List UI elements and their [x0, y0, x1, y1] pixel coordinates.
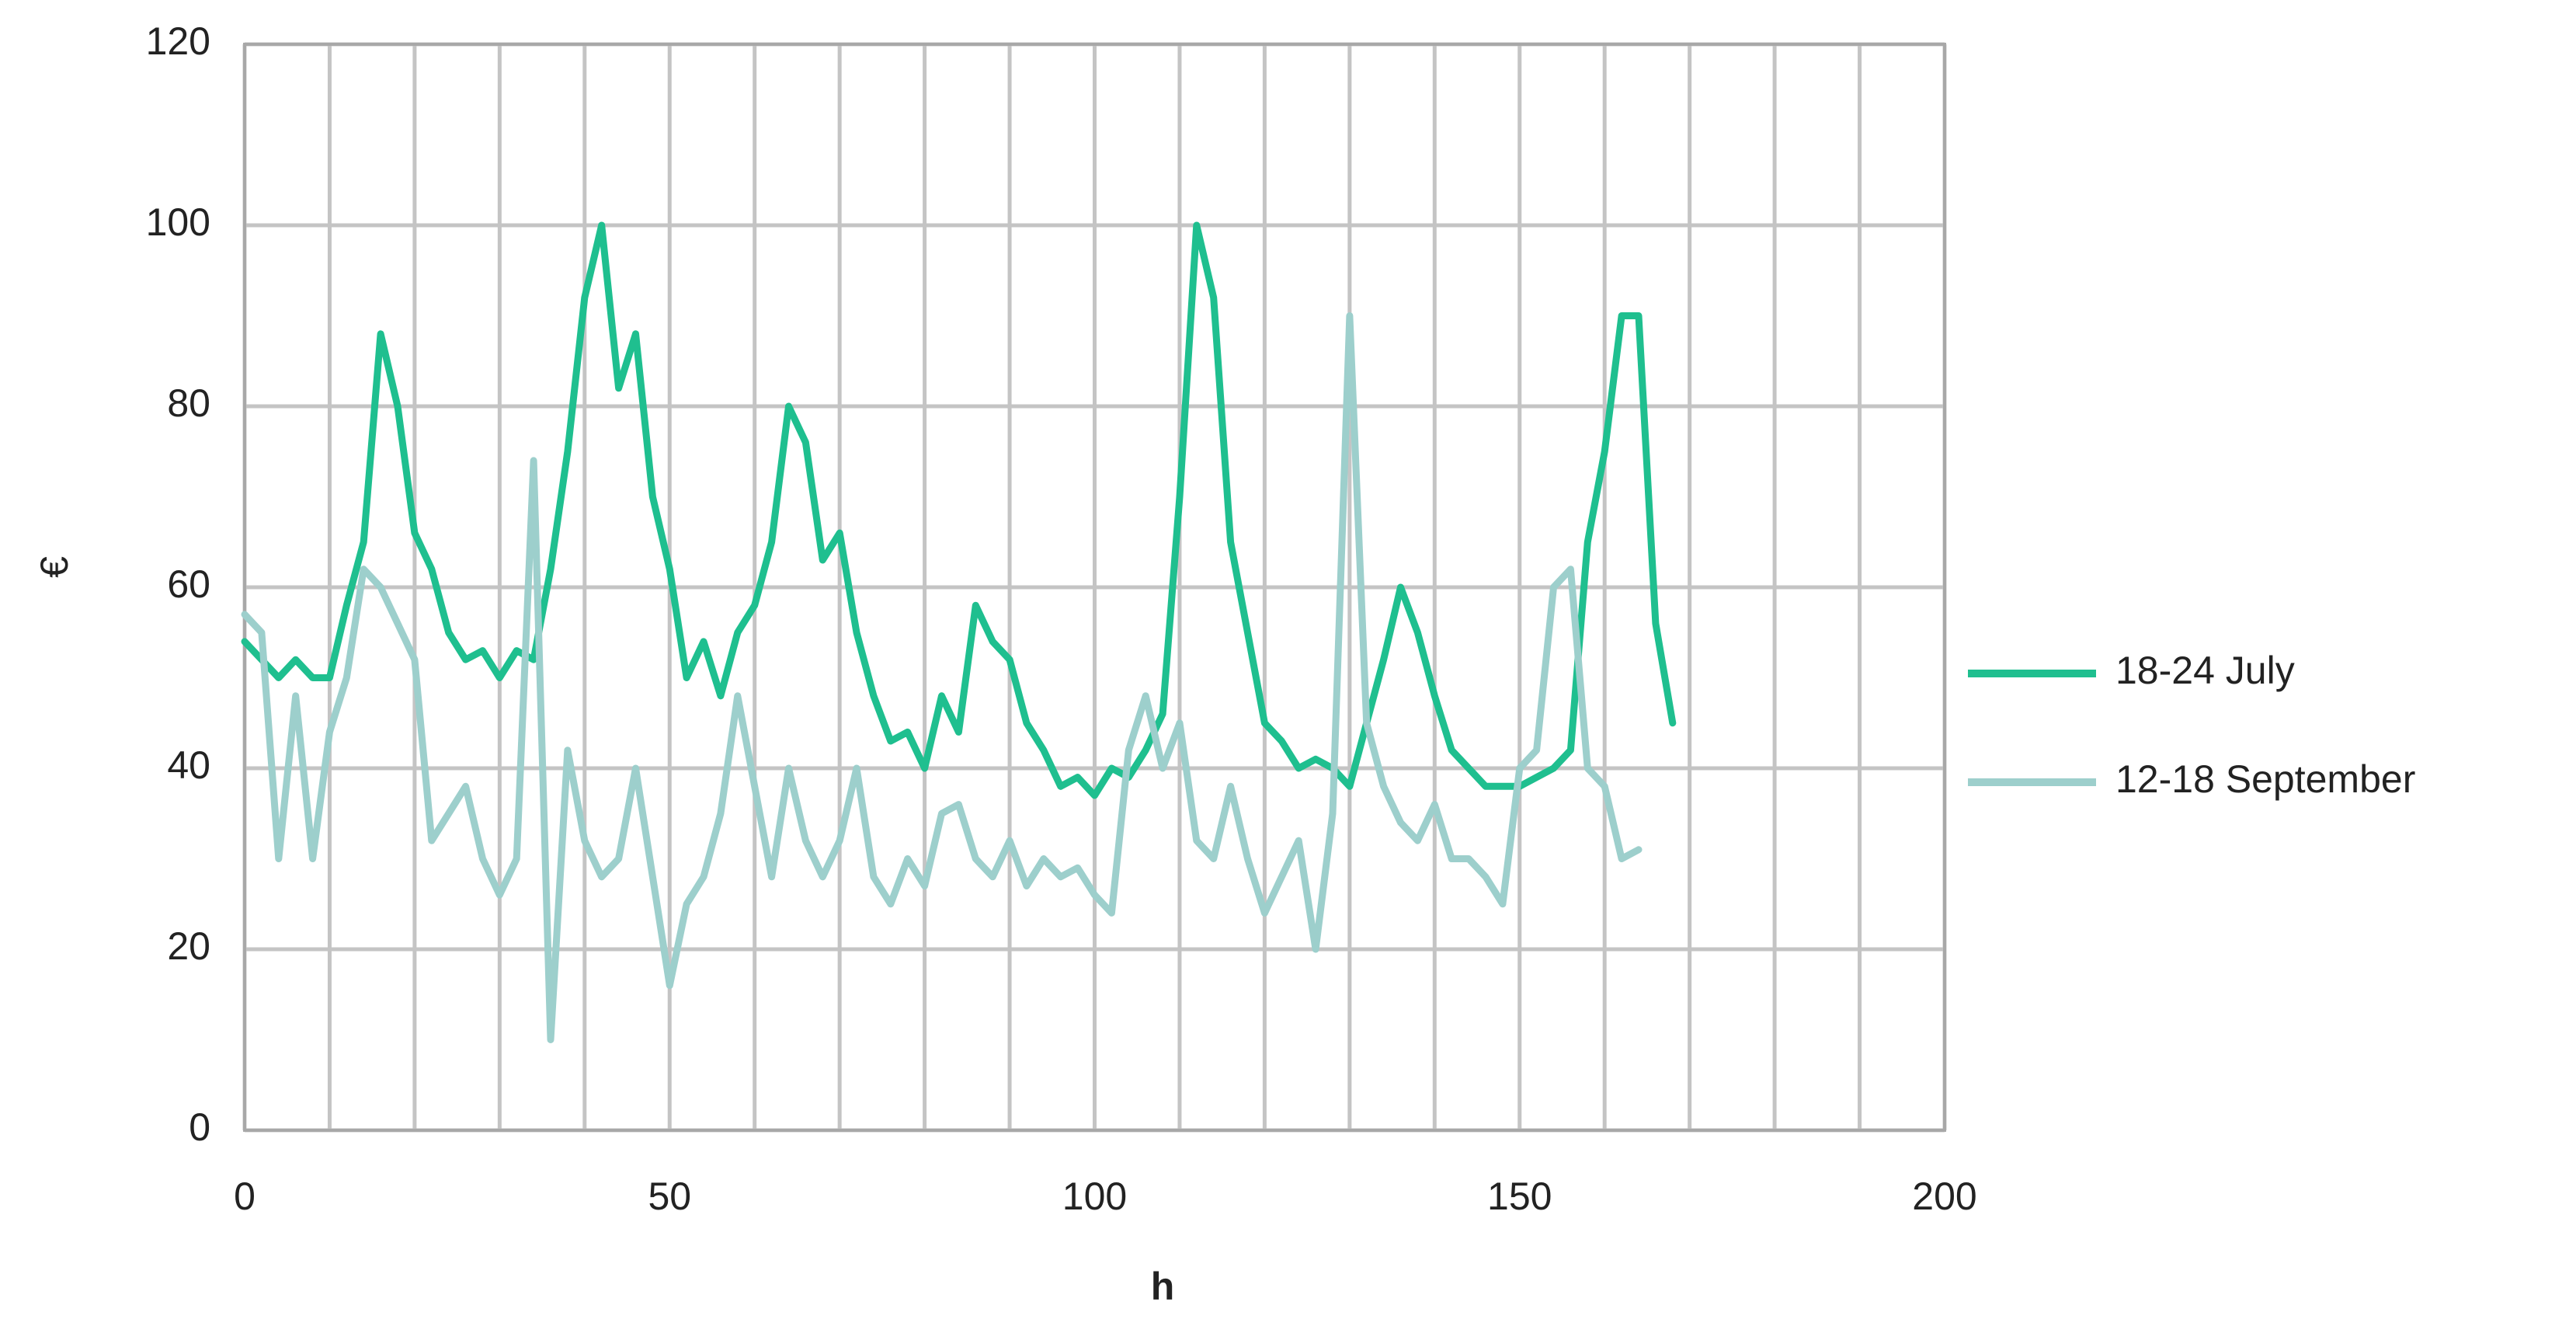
legend-label: 18-24 July [2115, 649, 2295, 692]
y-axis-label: € [33, 556, 76, 578]
y-tick-label: 80 [167, 381, 210, 425]
y-tick-label: 60 [167, 562, 210, 606]
y-tick-label: 40 [167, 743, 210, 787]
legend-label: 12-18 September [2115, 757, 2415, 801]
x-tick-label: 200 [1912, 1175, 1976, 1218]
x-tick-label: 0 [234, 1175, 256, 1218]
series-line [241, 221, 1677, 799]
plot-border [243, 43, 1946, 1132]
x-tick-label: 150 [1487, 1175, 1552, 1218]
y-tick-label: 100 [146, 200, 210, 244]
y-tick-label: 120 [146, 19, 210, 63]
series-line [241, 312, 1643, 1043]
x-tick-label: 50 [648, 1175, 691, 1218]
x-tick-label: 100 [1062, 1175, 1127, 1218]
x-axis-label: h [1151, 1265, 1175, 1308]
y-tick-label: 0 [189, 1105, 210, 1149]
y-tick-label: 20 [167, 924, 210, 968]
